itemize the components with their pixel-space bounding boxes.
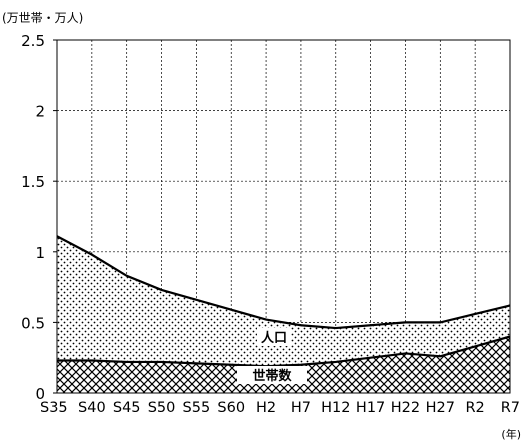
line-households [57, 335, 511, 368]
x-tick-label: H27 [426, 400, 455, 416]
series-label-households: 世帯数 [252, 368, 292, 384]
x-tick-label: S60 [217, 400, 245, 416]
series-label-households-bg [237, 366, 307, 384]
x-tick-label: R7 [501, 400, 520, 416]
area-population [57, 236, 510, 367]
x-tick-label: H12 [321, 400, 350, 416]
x-tick-label: H17 [356, 400, 385, 416]
x-tick-label: S55 [183, 400, 211, 416]
x-tick-label: H22 [391, 400, 420, 416]
x-tick-label: S45 [113, 400, 141, 416]
y-tick-label: 2 [35, 103, 45, 121]
y-axis-label: (万世帯・万人) [2, 11, 83, 25]
x-tick-label: H7 [291, 400, 311, 416]
x-tick-label: S35 [40, 400, 68, 416]
y-tick-label: 2.5 [21, 32, 45, 50]
series-label-population: 人口 [261, 330, 287, 346]
series-label-population-bg [257, 328, 291, 346]
y-tick-label: 1.5 [21, 173, 45, 191]
area-households [57, 336, 510, 393]
x-axis-label: (年) [501, 427, 521, 441]
plot-frame [56, 39, 511, 394]
y-tick-label: 0.5 [21, 314, 45, 332]
y-tick-label: 1 [35, 244, 45, 262]
line-population [56, 235, 511, 330]
y-tick-label: 0 [35, 385, 45, 403]
x-tick-label: S50 [148, 400, 176, 416]
x-tick-label: S40 [78, 400, 106, 416]
x-tick-label: R2 [465, 400, 484, 416]
x-tick-label: H2 [256, 400, 276, 416]
